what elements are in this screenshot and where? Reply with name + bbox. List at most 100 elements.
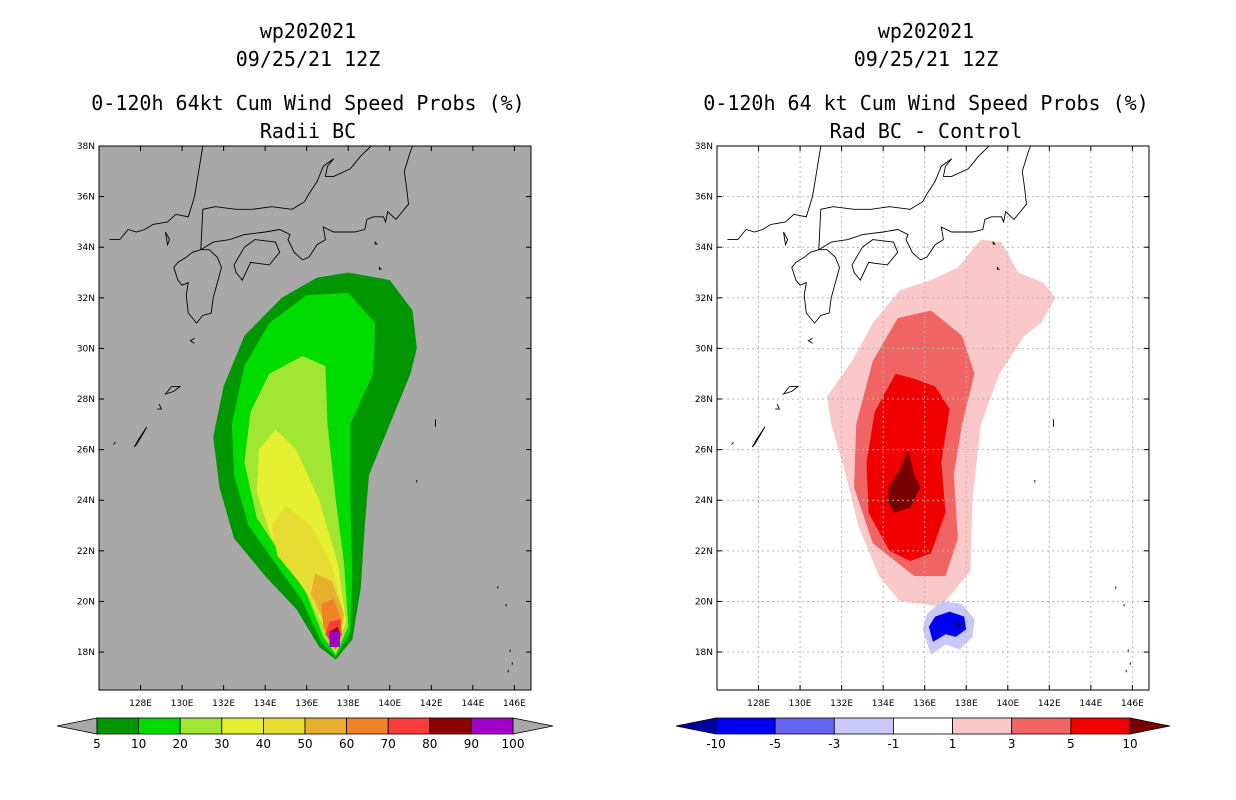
contour-level-10 [887, 449, 921, 513]
y-tick-label: 24N [77, 496, 95, 506]
y-tick-label: 32N [695, 294, 713, 304]
colorbar-label: -5 [769, 737, 781, 751]
colorbar-label: 60 [339, 737, 354, 751]
y-tick-label: 28N [77, 395, 95, 405]
x-tick-label: 132E [830, 699, 853, 709]
right-chart-subtitle: Rad BC - Control [830, 119, 1023, 143]
y-tick-label: 34N [77, 243, 95, 253]
colorbar-swatch [138, 717, 181, 735]
y-tick-label: 36N [695, 193, 713, 203]
x-tick-label: 134E [254, 699, 277, 709]
colorbar-swatch [96, 717, 139, 735]
colorbar-label: 70 [381, 737, 396, 751]
coastline [378, 266, 382, 271]
y-tick-label: 32N [77, 294, 95, 304]
coastline [851, 239, 899, 281]
coastline [791, 249, 840, 324]
colorbar-label: 50 [297, 737, 312, 751]
x-tick-label: 140E [378, 699, 401, 709]
coastline [173, 249, 222, 324]
x-tick-label: 146E [503, 699, 526, 709]
x-tick-label: 132E [212, 699, 235, 709]
colorbar-swatch [715, 717, 776, 735]
coastline [113, 441, 116, 445]
x-tick-label: 144E [461, 699, 484, 709]
left-coastlines [109, 145, 513, 673]
left-storm-id: wp202021 [260, 19, 356, 43]
y-tick-label: 18N [77, 648, 95, 658]
right-coastlines [727, 145, 1131, 673]
colorbar-swatch [262, 717, 306, 735]
coastline [731, 441, 734, 445]
x-tick-label: 136E [913, 699, 936, 709]
y-tick-label: 24N [695, 496, 713, 506]
y-tick-label: 30N [695, 344, 713, 354]
colorbar-label: 5 [1067, 737, 1075, 751]
coastline [751, 426, 766, 448]
x-tick-label: 138E [337, 699, 360, 709]
x-tick-label: 144E [1079, 699, 1102, 709]
colorbar-label: 20 [173, 737, 188, 751]
right-storm-id: wp202021 [878, 19, 974, 43]
coastline [133, 426, 148, 448]
left-panel: wp202021 09/25/21 12Z 0-120h 64kt Cum Wi… [56, 19, 554, 751]
colorbar-label: -1 [887, 737, 899, 751]
left-colorbar: 5 10 20 30 40 50 60 70 80 90 100 [56, 717, 554, 751]
colorbar-left-arrow [56, 717, 98, 735]
contour-level-neg5 [928, 611, 967, 642]
colorbar-swatch [429, 717, 472, 735]
colorbar-swatch [387, 717, 431, 735]
colorbar-label: -10 [706, 737, 726, 751]
colorbar-label: 40 [256, 737, 271, 751]
colorbar-swatch [179, 717, 223, 735]
colorbar-label: 90 [464, 737, 479, 751]
coastline [818, 145, 990, 250]
y-tick-label: 38N [77, 142, 95, 152]
coastline [200, 145, 372, 250]
coastline [157, 403, 162, 410]
colorbar-swatch [221, 717, 264, 735]
left-contours [213, 272, 417, 660]
colorbar-label: 10 [1122, 737, 1137, 751]
coastline [727, 145, 822, 241]
colorbar-label: -3 [828, 737, 840, 751]
left-chart-title: 0-120h 64kt Cum Wind Speed Probs (%) [91, 91, 524, 115]
coastline [783, 231, 789, 247]
coastline [996, 266, 1000, 271]
left-ticks: 128E 130E 132E 134E 136E 138E 140E 142E 144E 146E… [77, 142, 531, 709]
left-chart-subtitle: Radii BC [260, 119, 356, 143]
coastline [374, 240, 378, 245]
x-tick-label: 128E [129, 699, 152, 709]
y-tick-label: 38N [695, 142, 713, 152]
coastline [775, 403, 780, 410]
right-panel: wp202021 09/25/21 12Z 0-120h 64 kt Cum W… [675, 19, 1171, 751]
x-tick-label: 130E [789, 699, 812, 709]
colorbar-swatch [1011, 717, 1072, 735]
contour-level-90 [329, 631, 340, 647]
left-plot-frame [98, 145, 532, 691]
colorbar-swatch [774, 717, 835, 735]
right-colorbar: -10 -5 -3 -1 1 3 5 10 [675, 717, 1171, 751]
coastline [992, 240, 996, 245]
x-tick-label: 142E [1038, 699, 1061, 709]
coastline [165, 231, 171, 247]
x-tick-label: 130E [171, 699, 194, 709]
right-ticks: 128E 130E 132E 134E 136E 138E 140E 142E 144E 146E… [695, 142, 1149, 709]
x-tick-label: 136E [295, 699, 318, 709]
coastline [200, 145, 414, 261]
colorbar-label: 5 [93, 737, 101, 751]
colorbar-right-arrow [512, 717, 554, 735]
coastline [782, 385, 800, 395]
contour-level-neg10 [953, 621, 965, 630]
y-tick-label: 18N [695, 648, 713, 658]
colorbar-swatch [952, 717, 1013, 735]
coastline [109, 145, 204, 241]
x-tick-label: 140E [996, 699, 1019, 709]
coastline [189, 337, 195, 344]
coastline [818, 145, 1032, 261]
colorbar-label: 3 [1008, 737, 1016, 751]
y-tick-label: 20N [695, 597, 713, 607]
coastline [164, 385, 182, 395]
colorbar-label: 10 [131, 737, 146, 751]
